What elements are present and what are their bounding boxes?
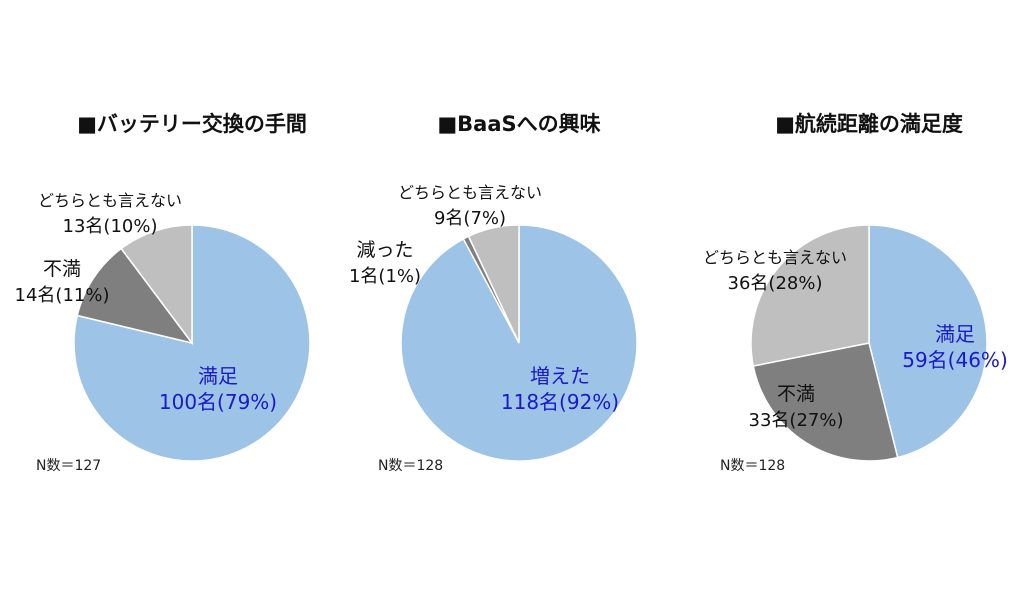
pie-slice [76, 247, 194, 345]
slice-value: 118名(92%) [501, 390, 619, 414]
pie-slice [750, 224, 870, 367]
slice-value: 36名(28%) [728, 273, 823, 294]
pie-slice [752, 342, 899, 462]
slice-data-label: どちらとも言えない 36名(28%) [703, 248, 847, 294]
slice-value: 100名(79%) [159, 390, 277, 414]
slice-data-label: どちらとも言えない 9名(7%) [398, 183, 542, 229]
pie-slice [868, 224, 988, 459]
sample-size-label: N数＝128 [378, 458, 443, 474]
slice-data-label: 不満 14名(11%) [15, 258, 110, 306]
slice-label: 不満 [43, 258, 81, 280]
slice-data-label: 不満 33名(27%) [749, 383, 844, 431]
chart-title: ■航続距離の満足度 [775, 112, 963, 136]
pie-slice [467, 224, 520, 344]
slice-value: 1名(1%) [349, 266, 421, 287]
slice-label: 増えた [530, 364, 590, 388]
slice-value: 13名(10%) [63, 216, 158, 237]
slice-value: 9名(7%) [434, 208, 506, 229]
slice-value: 33名(27%) [749, 410, 844, 431]
slice-value: 14名(11%) [15, 285, 110, 306]
chart-title: ■バッテリー交換の手間 [77, 112, 307, 136]
sample-size-label: N数＝128 [720, 458, 785, 474]
slice-label: 満足 [198, 364, 238, 388]
pie-slice [73, 224, 311, 462]
slice-label: 減った [356, 239, 413, 261]
slice-label: 満足 [935, 322, 975, 346]
slice-value: 59名(46%) [902, 348, 1008, 372]
chart-title: ■BaaSへの興味 [437, 112, 600, 136]
slice-label: どちらとも言えない [38, 191, 182, 210]
slice-data-label: どちらとも言えない 13名(10%) [38, 191, 182, 237]
slice-label: どちらとも言えない [703, 248, 847, 267]
slice-label: どちらとも言えない [398, 183, 542, 202]
slice-data-label: 減った 1名(1%) [349, 239, 421, 287]
pie-slice [120, 224, 193, 346]
slice-label: 不満 [777, 383, 815, 405]
sample-size-label: N数＝127 [36, 458, 101, 474]
